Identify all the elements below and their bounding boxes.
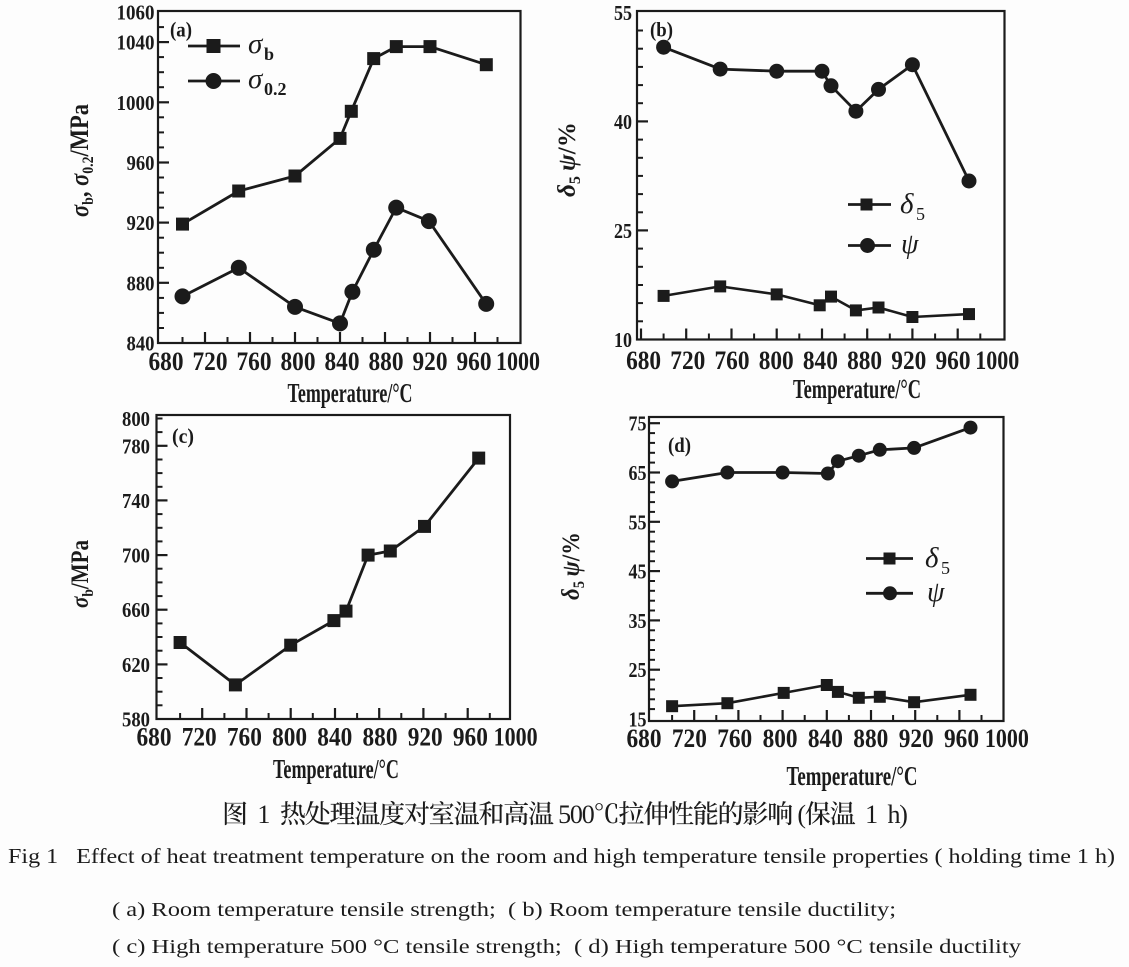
svg-text:920: 920 [899,724,934,753]
svg-text:720: 720 [193,347,228,376]
svg-text:40: 40 [614,110,632,134]
svg-text:5: 5 [916,204,925,224]
svg-text:680: 680 [137,723,172,752]
svg-text:ψ: ψ [901,229,919,260]
svg-text:760: 760 [237,347,272,376]
svg-text:1: 1 [865,800,878,829]
svg-text:1060: 1060 [117,1,155,25]
svg-text:880: 880 [363,723,398,752]
svg-text:δ: δ [925,542,939,574]
svg-text:δ: δ [900,188,914,220]
svg-text:1000: 1000 [494,723,538,752]
svg-text:15: 15 [629,708,647,732]
svg-text:840: 840 [317,723,352,752]
svg-text:5: 5 [558,800,571,829]
svg-text:75: 75 [629,412,647,436]
svg-text:800: 800 [759,346,794,375]
svg-text:720: 720 [182,723,217,752]
svg-text:960: 960 [936,346,971,375]
svg-text:800: 800 [763,724,798,753]
svg-text:δ5 ψ/%: δ5 ψ/% [554,122,584,197]
svg-text:800: 800 [122,407,150,431]
svg-text:680: 680 [627,724,662,753]
svg-text:620: 620 [122,653,150,677]
svg-text:Temperature/°C: Temperature/°C [288,378,413,408]
svg-text:(d): (d) [668,433,691,457]
svg-text:): ) [899,800,908,829]
svg-text:0: 0 [582,800,595,829]
svg-text:1000: 1000 [496,347,540,376]
svg-text:σb/MPa: σb/MPa [67,540,97,608]
svg-text:880: 880 [847,346,882,375]
svg-text:Temperature/°C: Temperature/°C [787,761,918,791]
svg-text:σ: σ [248,63,264,95]
svg-text:660: 660 [122,598,150,622]
svg-text:45: 45 [629,560,647,584]
svg-text:10: 10 [614,328,632,352]
svg-text:760: 760 [227,723,262,752]
svg-text:880: 880 [127,271,155,295]
svg-text:760: 760 [717,724,752,753]
svg-text:720: 720 [670,346,705,375]
svg-text:1: 1 [257,800,270,829]
svg-text:800: 800 [281,347,316,376]
svg-text:5: 5 [941,558,950,578]
svg-text:25: 25 [629,658,647,682]
svg-text:25: 25 [614,219,632,243]
svg-text:580: 580 [122,708,150,732]
svg-text:680: 680 [626,346,661,375]
svg-text:(c): (c) [172,424,194,448]
svg-text:700: 700 [122,544,150,568]
svg-text:960: 960 [944,724,979,753]
svg-text:920: 920 [127,211,155,235]
svg-text:920: 920 [408,723,443,752]
svg-text:920: 920 [891,346,926,375]
svg-text:840: 840 [803,346,838,375]
svg-text:880: 880 [853,724,888,753]
svg-text:( c) High temperature 500 °C t: ( c) High temperature 500 °C tensile str… [112,936,1021,958]
svg-text:0: 0 [570,800,583,829]
svg-text:800: 800 [272,723,307,752]
svg-text:720: 720 [672,724,707,753]
svg-text:35: 35 [629,609,647,633]
svg-text:920: 920 [413,347,448,376]
svg-text:b: b [264,44,274,64]
svg-text:(a): (a) [170,18,192,42]
svg-text:780: 780 [122,434,150,458]
svg-text:880: 880 [369,347,404,376]
svg-text:h: h [888,800,901,829]
svg-text:Temperature/°C: Temperature/°C [273,754,399,784]
svg-text:55: 55 [614,1,632,25]
svg-text:0.2: 0.2 [264,79,287,99]
svg-text:Fig 1 Effect of heat treatme: Fig 1 Effect of heat treatment temperatu… [8,844,1115,868]
svg-text:840: 840 [808,724,843,753]
svg-text:840: 840 [325,347,360,376]
svg-text:( a) Room temperature tensile: ( a) Room temperature tensile strength; … [112,899,896,921]
svg-text:960: 960 [453,723,488,752]
svg-text:Temperature/°C: Temperature/°C [793,374,921,404]
svg-text:(: ( [797,800,806,829]
svg-text:760: 760 [715,346,750,375]
svg-text:740: 740 [122,489,150,513]
svg-text:1000: 1000 [985,724,1029,753]
svg-text:(b): (b) [650,18,673,42]
svg-text:σb, σ0.2/MPa: σb, σ0.2/MPa [65,104,97,217]
svg-text:65: 65 [629,461,647,485]
svg-text:δ5 ψ/%: δ5 ψ/% [558,532,588,600]
svg-text:σ: σ [248,28,264,60]
svg-text:1000: 1000 [975,346,1019,375]
svg-text:55: 55 [629,510,647,534]
svg-text:1000: 1000 [117,91,155,115]
svg-text:1040: 1040 [117,31,155,55]
svg-text:960: 960 [457,347,492,376]
svg-text:ψ: ψ [927,577,945,608]
svg-text:680: 680 [149,347,184,376]
svg-text:840: 840 [127,332,155,356]
svg-text:960: 960 [127,151,155,175]
